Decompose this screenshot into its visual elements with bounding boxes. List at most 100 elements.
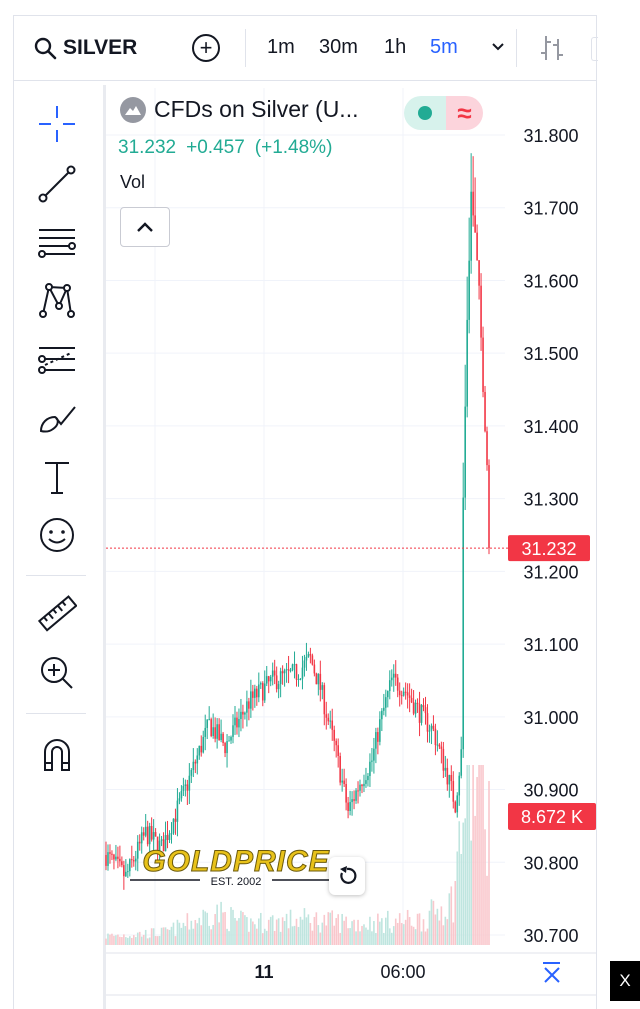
- text-icon: [45, 462, 69, 494]
- market-status-pill[interactable]: ≈: [404, 96, 483, 130]
- timeframe-1m[interactable]: 1m: [267, 36, 295, 58]
- candle-body: [144, 826, 147, 836]
- volume-label: Vol: [120, 172, 146, 192]
- volume-bar: [478, 765, 480, 945]
- volume-bar: [317, 925, 320, 945]
- candle-body: [357, 790, 359, 792]
- reset-chart-button[interactable]: [329, 857, 365, 895]
- compare-add-button[interactable]: +: [192, 34, 220, 62]
- timeframe-30m[interactable]: 30m: [319, 36, 358, 58]
- candle-body: [408, 695, 411, 698]
- volume-bar: [158, 935, 161, 945]
- volume-bar: [111, 933, 113, 945]
- candle-body: [232, 725, 234, 737]
- volume-bar: [488, 781, 490, 945]
- volume-bar: [452, 922, 455, 945]
- candle-body: [323, 685, 326, 715]
- volume-bar: [337, 914, 339, 945]
- volume-bar: [319, 932, 322, 945]
- candle-body: [228, 740, 230, 742]
- volume-bar: [220, 901, 222, 945]
- prediction-tool[interactable]: [35, 337, 79, 381]
- brush-tool[interactable]: [35, 395, 79, 439]
- candle-body: [277, 684, 280, 690]
- grid: [106, 88, 597, 996]
- timeframe-1h[interactable]: 1h: [384, 36, 407, 58]
- volume-bar: [347, 928, 349, 945]
- candle-body: [305, 656, 308, 661]
- volume-bar: [327, 912, 330, 945]
- collapse-legend-button[interactable]: [120, 207, 170, 247]
- chart-type-bars-icon[interactable]: [538, 33, 566, 63]
- volume-bar: [246, 917, 248, 945]
- candle-body: [319, 673, 322, 690]
- candle-body: [281, 671, 284, 674]
- candle-body: [311, 655, 314, 665]
- candle-body: [172, 818, 175, 834]
- volume-bar: [438, 920, 441, 945]
- text-tool[interactable]: [35, 455, 79, 499]
- volume-bar: [373, 921, 375, 945]
- candle-body: [379, 719, 381, 742]
- emoji-tool[interactable]: [35, 513, 79, 557]
- volume-bar: [303, 908, 306, 945]
- volume-bar: [414, 929, 417, 945]
- volume-bar: [448, 893, 451, 945]
- candle-body: [123, 865, 125, 877]
- volume-bar: [216, 904, 218, 945]
- trend-line-tool[interactable]: [35, 162, 79, 206]
- candle-body: [230, 736, 232, 741]
- volume-bar: [323, 914, 326, 945]
- symbol-title[interactable]: CFDs on Silver (U...: [154, 96, 359, 122]
- volume-bar: [222, 912, 224, 945]
- volume-bar: [180, 927, 183, 945]
- volume-bar: [297, 926, 300, 945]
- volume-bar: [168, 929, 171, 945]
- candle-body: [313, 664, 316, 674]
- volume-bar: [182, 922, 185, 945]
- candle-body: [152, 832, 155, 840]
- candle-body: [392, 673, 395, 678]
- ruler-tool[interactable]: [35, 593, 79, 637]
- volume-bar: [349, 928, 351, 945]
- candle-body: [339, 755, 341, 783]
- axis-settings-icon[interactable]: [543, 962, 560, 983]
- volume-bar: [150, 928, 153, 945]
- candle-body: [121, 861, 123, 866]
- volume-bar: [287, 928, 290, 945]
- magnet-tool[interactable]: [35, 732, 79, 776]
- volume-bar: [325, 925, 328, 945]
- volume-bar: [224, 911, 226, 945]
- candle-body: [377, 732, 379, 742]
- brush-icon: [39, 406, 76, 433]
- volume-bar: [394, 918, 397, 945]
- candle-body: [130, 859, 133, 861]
- volume-bar: [462, 822, 465, 945]
- chevron-down-icon[interactable]: [490, 39, 506, 55]
- volume-bar: [426, 928, 429, 945]
- candle-body: [349, 802, 351, 811]
- candle-body: [269, 676, 272, 682]
- volume-bar: [343, 920, 345, 945]
- volume-bar: [238, 918, 240, 945]
- fib-tool[interactable]: [35, 220, 79, 264]
- volume-bar: [283, 920, 286, 945]
- candle-body: [111, 853, 113, 855]
- volume-bar: [293, 925, 296, 945]
- candle-body: [291, 664, 294, 671]
- volume-bar: [406, 909, 409, 945]
- symbol-search[interactable]: SILVER: [33, 34, 137, 62]
- volume-bar: [144, 929, 147, 945]
- candle-body: [345, 783, 347, 803]
- zoom-tool[interactable]: [35, 651, 79, 695]
- pattern-tool[interactable]: [35, 278, 79, 322]
- close-button[interactable]: X: [610, 961, 640, 1001]
- volume-bar: [138, 931, 141, 945]
- crosshair-tool[interactable]: [35, 102, 79, 146]
- timeframe-5m[interactable]: 5m: [430, 36, 458, 58]
- candle-body: [271, 670, 274, 677]
- volume-bar: [184, 926, 187, 945]
- volume-bar: [232, 909, 234, 945]
- candle-body: [109, 852, 111, 854]
